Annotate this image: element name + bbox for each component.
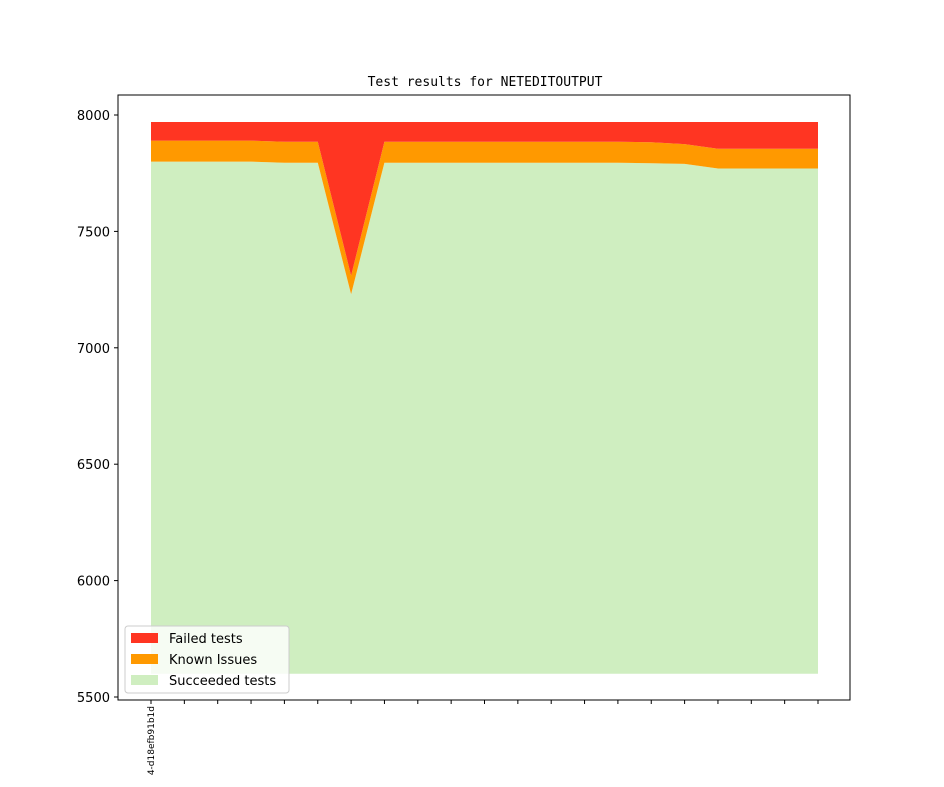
y-tick-label: 6000 — [77, 575, 110, 590]
legend: Failed tests Known Issues Succeeded tests — [124, 625, 290, 694]
plot-areas — [151, 122, 818, 674]
area-known-issues — [151, 140, 818, 295]
y-axis: 5500 6000 6500 7000 7500 8000 — [77, 109, 118, 706]
legend-swatch — [131, 654, 158, 664]
y-tick-label: 6500 — [77, 458, 110, 473]
legend-swatch — [131, 675, 158, 685]
legend-swatch — [131, 633, 158, 643]
legend-label: Succeeded tests — [169, 674, 276, 689]
area-failed-tests — [151, 122, 818, 276]
x-axis: 4-d18efb91b1d — [147, 700, 819, 775]
y-tick-label: 5500 — [77, 691, 110, 706]
y-tick-label: 7500 — [77, 225, 110, 240]
y-tick-label: 8000 — [77, 109, 110, 124]
area-succeeded-tests — [151, 161, 818, 674]
x-tick-label: 4-d18efb91b1d — [147, 706, 157, 775]
chart-title: Test results for NETEDITOUTPUT — [368, 75, 603, 90]
legend-label: Known Issues — [169, 653, 257, 668]
y-tick-label: 7000 — [77, 342, 110, 357]
legend-label: Failed tests — [169, 632, 243, 647]
legend-box — [124, 625, 290, 694]
